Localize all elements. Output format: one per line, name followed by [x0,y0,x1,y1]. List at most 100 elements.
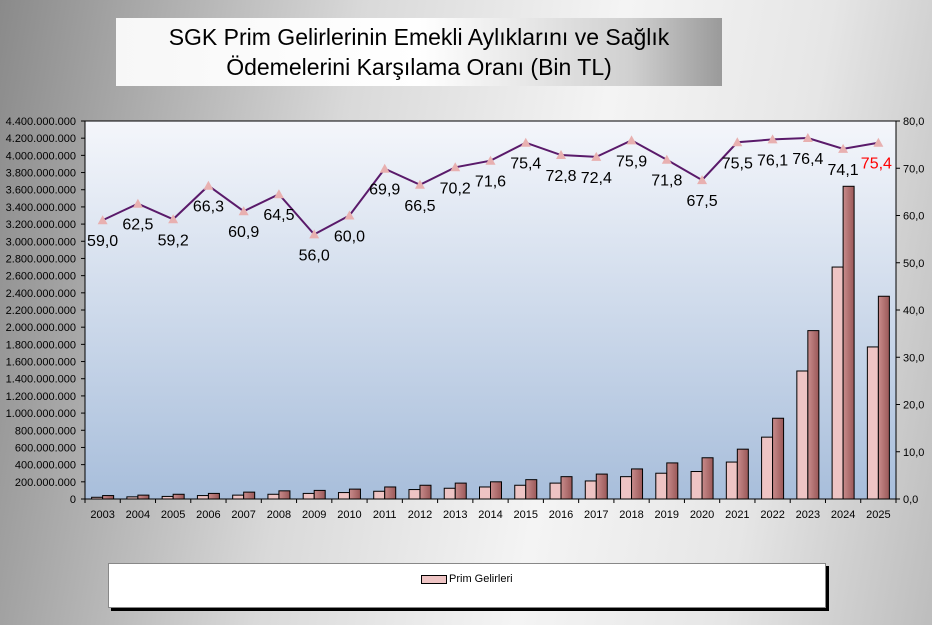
x-tick-label: 2006 [196,509,220,521]
x-tick-label: 2007 [231,509,255,521]
ratio-data-label: 72,8 [545,168,576,185]
bar-prim-gelirleri-2016 [549,482,562,500]
bar-series2-2010 [348,488,361,500]
x-tick-label: 2010 [337,509,361,521]
bar-prim-gelirleri-2011 [373,490,386,500]
y-left-tick-label: 1.000.000.000 [6,408,76,420]
y-left-tick-label: 1.400.000.000 [6,374,76,386]
bar-series2-2014 [490,481,502,500]
bar-series2-2006 [207,492,220,500]
ratio-marker-2025 [873,137,884,147]
x-tick-label: 2020 [690,509,714,521]
x-tick-label: 2019 [655,509,679,521]
x-tick-label: 2021 [725,509,749,521]
x-tick-label: 2004 [126,509,150,521]
bar-prim-gelirleri-2020 [690,471,703,500]
bar-series2-2013 [454,482,467,500]
y-left-tick-label: 2.000.000.000 [6,322,76,334]
bar-prim-gelirleri-2018 [620,476,633,500]
chart-title: SGK Prim Gelirlerinin Emekli Aylıklarını… [116,18,722,86]
y-right-tick-label: 10,0 [903,447,924,459]
x-tick-label: 2009 [302,509,326,521]
x-tick-label: 2014 [478,509,502,521]
x-tick-label: 2015 [514,509,538,521]
ratio-data-label: 70,2 [440,180,471,197]
ratio-data-label: 67,5 [686,193,717,210]
y-right-tick-label: 0,0 [903,494,918,506]
bar-series2-2009 [313,489,326,500]
bar-series2-2023 [807,330,820,500]
bar-prim-gelirleri-2010 [337,492,350,500]
bar-series2-2008 [278,490,291,500]
ratio-data-label: 60,9 [228,224,259,241]
y-left-tick-label: 4.000.000.000 [6,150,76,162]
ratio-data-label: 75,4 [861,156,892,173]
bar-series2-2017 [595,473,608,500]
y-right-tick-label: 60,0 [903,211,924,223]
y-left-tick-label: 200.000.000 [15,477,76,489]
legend: Prim Gelirleri [108,563,826,608]
bar-series2-2011 [384,486,397,500]
ratio-data-label: 71,8 [651,173,682,190]
y-right-tick-label: 20,0 [903,400,924,412]
y-right-tick-label: 50,0 [903,258,924,270]
ratio-data-label: 69,9 [369,182,400,199]
ratio-marker-2010 [344,210,355,220]
x-tick-label: 2003 [90,509,114,521]
ratio-data-label: 75,5 [722,155,753,172]
ratio-marker-2003 [97,215,108,225]
x-tick-label: 2023 [796,509,820,521]
bar-prim-gelirleri-2008 [267,493,280,500]
bar-series2-2005 [172,493,185,500]
bar-prim-gelirleri-2017 [584,480,597,500]
ratio-data-label: 64,5 [263,207,294,224]
bar-prim-gelirleri-2013 [443,487,456,500]
ratio-marker-2006 [203,180,214,190]
bar-series2-2007 [243,491,256,500]
ratio-marker-2021 [732,137,743,147]
ratio-marker-2013 [450,162,461,172]
y-left-tick-label: 0 [70,494,76,506]
ratio-marker-2014 [485,155,496,165]
bar-series2-2003 [102,495,115,500]
bar-prim-gelirleri-2006 [196,495,209,500]
ratio-data-label: 71,6 [475,174,506,191]
x-tick-label: 2005 [161,509,185,521]
bar-prim-gelirleri-2007 [232,494,245,500]
legend-item-prim-gelirleri: Prim Gelirleri [421,573,513,585]
y-left-tick-label: 3.200.000.000 [6,219,76,231]
chart-title-line-1: SGK Prim Gelirlerinin Emekli Aylıklarını… [168,24,670,50]
y-left-tick-label: 800.000.000 [15,425,76,437]
legend-label: Prim Gelirleri [449,573,513,585]
bar-prim-gelirleri-2025 [866,346,879,500]
bar-prim-gelirleri-2012 [408,489,421,500]
y-left-tick-label: 1.800.000.000 [6,339,76,351]
ratio-marker-2022 [767,134,778,144]
ratio-marker-2016 [556,150,567,160]
bar-series2-2015 [525,479,538,500]
bar-series2-2025 [877,295,890,500]
ratio-data-label: 59,2 [158,232,189,249]
y-left-tick-label: 1.200.000.000 [6,391,76,403]
bar-series2-2021 [736,448,749,500]
y-left-tick-label: 400.000.000 [15,460,76,472]
legend-swatch [421,574,447,584]
bar-prim-gelirleri-2003 [91,496,104,500]
bar-prim-gelirleri-2009 [302,492,315,500]
x-tick-label: 2018 [619,509,643,521]
ratio-marker-2008 [273,189,284,199]
ratio-marker-2015 [520,137,531,147]
ratio-marker-2017 [591,151,602,161]
x-tick-label: 2016 [549,509,573,521]
ratio-marker-2007 [238,206,249,216]
y-left-tick-label: 4.200.000.000 [6,133,76,145]
ratio-marker-2019 [661,154,672,164]
ratio-data-label: 74,1 [828,162,859,179]
bar-prim-gelirleri-2019 [655,472,668,500]
chart: 59,062,559,266,360,964,556,060,069,966,5… [6,116,925,521]
bar-series2-2016 [560,476,573,500]
bar-prim-gelirleri-2005 [161,495,174,500]
y-left-tick-label: 2.400.000.000 [6,288,76,300]
ratio-marker-2005 [168,214,179,224]
x-tick-label: 2013 [443,509,467,521]
